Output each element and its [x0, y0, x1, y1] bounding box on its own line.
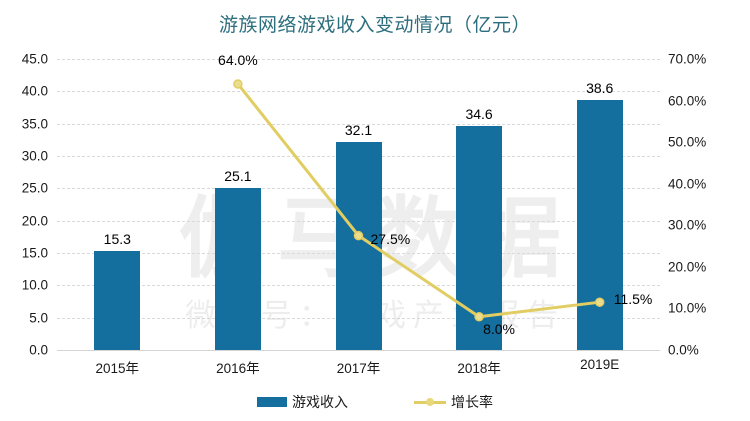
bar-data-label: 25.1: [224, 167, 252, 184]
y-axis-tick-label: 15.0: [21, 245, 48, 261]
y-axis-tick-label: 30.0: [21, 148, 48, 164]
legend-label-revenue: 游戏收入: [292, 394, 348, 410]
line-data-label: 64.0%: [218, 51, 258, 68]
bar-data-label: 38.6: [586, 80, 614, 97]
legend-item-revenue[interactable]: 游戏收入: [257, 392, 348, 412]
bar[interactable]: [94, 251, 141, 350]
y2-axis-tick-label: 50.0%: [668, 134, 707, 150]
y-axis-tick-label: 25.0: [21, 180, 48, 196]
gridline: [57, 123, 660, 125]
line-marker[interactable]: [474, 311, 484, 322]
gridline: [57, 91, 660, 93]
legend-item-growth[interactable]: 增长率: [414, 392, 493, 412]
line-series: [233, 79, 605, 322]
chart-title: 游族网络游戏收入变动情况（亿元）: [218, 15, 531, 36]
x-axis-tick-label: 2018年: [457, 361, 501, 376]
gridline: [57, 59, 660, 60]
y-axis-tick-label: 40.0: [21, 83, 48, 99]
line-data-label: 27.5%: [370, 230, 411, 247]
x-axis-tick-label: 2016年: [216, 361, 260, 376]
line-marker[interactable]: [233, 79, 243, 89]
x-axis-tick-label: 2015年: [95, 361, 140, 376]
y-axis-tick-label: 0.0: [29, 342, 48, 358]
y2-axis-tick-label: 20.0%: [668, 259, 707, 275]
y-axis-tick-label: 5.0: [29, 310, 48, 326]
y-axis-tick-label: 20.0: [21, 213, 48, 229]
line-data-label: 11.5%: [613, 291, 653, 308]
y2-axis-tick-label: 60.0%: [668, 93, 707, 109]
bar-data-label: 32.1: [344, 122, 373, 139]
y2-axis-tick-label: 0.0%: [668, 342, 699, 358]
y2-axis-tick-label: 30.0%: [668, 217, 707, 233]
gridline: [57, 350, 660, 351]
bar[interactable]: [214, 187, 261, 350]
y-axis-tick-label: 35.0: [21, 116, 48, 132]
growth-rate-line: [236, 82, 602, 319]
legend-label-growth: 增长率: [451, 394, 493, 410]
line-data-label: 8.0%: [483, 320, 516, 337]
bar-data-label: 34.6: [465, 106, 493, 123]
line-marker[interactable]: [353, 230, 364, 241]
bar-swatch-icon: [257, 397, 287, 407]
y2-axis-tick-label: 40.0%: [668, 176, 707, 192]
line-swatch-icon: [414, 396, 446, 408]
y2-axis-tick-label: 10.0%: [668, 300, 707, 316]
plot-area: 15.3 25.1 32.1 34.6 38.6 64.0% 27.5% 8.0% 11.5%: [57, 52, 660, 351]
line-marker[interactable]: [594, 297, 605, 307]
x-axis-tick-label: 2019E: [580, 357, 620, 372]
y-axis-tick-label: 45.0: [21, 51, 48, 67]
y2-axis-tick-label: 70.0%: [668, 51, 707, 67]
bar-data-label: 15.3: [103, 231, 131, 248]
bar[interactable]: [576, 100, 623, 350]
chart-legend: 游戏收入 增长率: [0, 392, 750, 412]
y-axis-tick-label: 10.0: [21, 277, 48, 293]
x-axis-tick-label: 2017年: [336, 361, 381, 376]
